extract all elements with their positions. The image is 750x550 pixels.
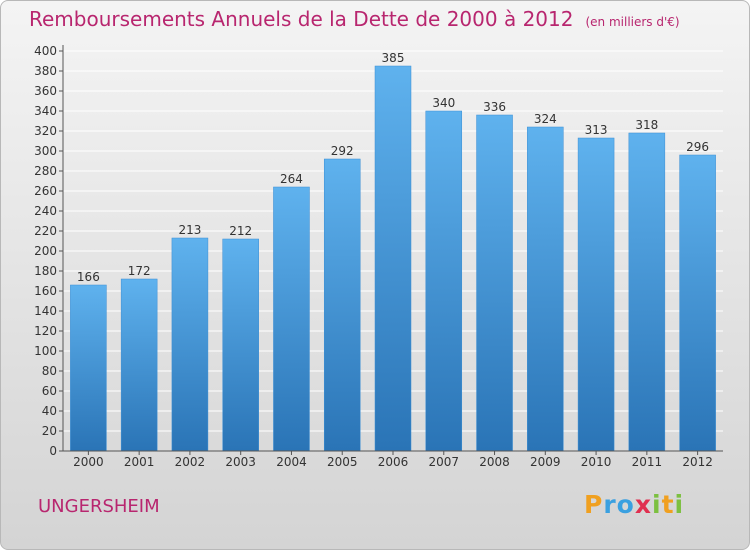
y-tick-label: 220	[34, 224, 57, 238]
bar	[476, 114, 513, 452]
bar	[374, 65, 412, 452]
y-tick-label: 280	[34, 164, 57, 178]
x-tick-label: 2009	[530, 455, 561, 469]
x-tick-label: 2000	[73, 455, 104, 469]
x-tick-label: 2010	[581, 455, 612, 469]
commune-name: UNGERSHEIM	[38, 496, 160, 517]
bar-value-label: 292	[331, 144, 354, 158]
bar-value-label: 213	[178, 223, 201, 237]
y-tick-label: 20	[42, 424, 57, 438]
logo-letter: P	[584, 490, 604, 519]
bar-value-label: 324	[534, 112, 557, 126]
x-tick-label: 2002	[175, 455, 206, 469]
chart-title-block: Remboursements Annuels de la Dette de 20…	[29, 7, 680, 31]
y-tick-label: 0	[49, 444, 57, 458]
x-tick-label: 2001	[124, 455, 155, 469]
x-tick-label: 2005	[327, 455, 358, 469]
y-tick-label: 120	[34, 324, 57, 338]
bar	[425, 110, 463, 452]
chart-title: Remboursements Annuels de la Dette de 20…	[29, 7, 574, 31]
y-tick-label: 340	[34, 104, 57, 118]
y-tick-label: 180	[34, 264, 57, 278]
x-tick-label: 2004	[276, 455, 307, 469]
bar	[577, 137, 615, 452]
y-tick-label: 160	[34, 284, 57, 298]
bar-value-label: 166	[77, 270, 100, 284]
bar	[120, 278, 158, 452]
bar-value-label: 318	[635, 118, 658, 132]
x-tick-label: 2006	[378, 455, 409, 469]
bar	[70, 284, 107, 452]
logo-letter: i	[652, 490, 662, 519]
bar-value-label: 336	[483, 100, 506, 114]
bar-value-label: 296	[686, 140, 709, 154]
y-tick-label: 240	[34, 204, 57, 218]
x-tick-label: 2012	[682, 455, 713, 469]
bar	[527, 126, 564, 452]
y-tick-label: 80	[42, 364, 57, 378]
bar	[323, 158, 361, 452]
bar	[222, 238, 259, 452]
y-tick-label: 380	[34, 64, 57, 78]
y-tick-label: 200	[34, 244, 57, 258]
x-tick-label: 2007	[428, 455, 459, 469]
logo-letter: o	[616, 490, 635, 519]
logo-letter: i	[674, 490, 685, 519]
bar	[679, 154, 716, 452]
x-tick-label: 2008	[479, 455, 510, 469]
bar-value-label: 172	[128, 264, 151, 278]
logo-letter: t	[661, 490, 675, 519]
logo-letter: r	[603, 490, 617, 519]
y-tick-label: 140	[34, 304, 57, 318]
x-tick-label: 2011	[632, 455, 663, 469]
chart-unit-note: (en milliers d'€)	[585, 15, 680, 29]
x-tick-label: 2003	[225, 455, 256, 469]
y-tick-label: 360	[34, 84, 57, 98]
y-tick-label: 60	[42, 384, 57, 398]
bar-value-label: 340	[432, 96, 455, 110]
y-tick-label: 40	[42, 404, 57, 418]
bar-value-label: 212	[229, 224, 252, 238]
bar	[273, 186, 310, 452]
bar-value-label: 385	[382, 51, 405, 65]
bars: 166 172 213 212 264 292 385 340 336 324 313 318 296	[70, 51, 716, 452]
y-tick-label: 100	[34, 344, 57, 358]
y-tick-label: 320	[34, 124, 57, 138]
bar-value-label: 264	[280, 172, 303, 186]
axes: 0 20 40 60 80 100 120 140 160 180 200 220 240 260 280 3…	[34, 44, 723, 469]
y-tick-label: 300	[34, 144, 57, 158]
bar	[628, 132, 666, 452]
y-tick-label: 260	[34, 184, 57, 198]
logo-letter: x	[634, 490, 652, 519]
bar-value-label: 313	[585, 123, 608, 137]
y-tick-label: 400	[34, 44, 57, 58]
bar	[171, 237, 209, 452]
proxiti-logo: Proxiti	[584, 490, 684, 519]
